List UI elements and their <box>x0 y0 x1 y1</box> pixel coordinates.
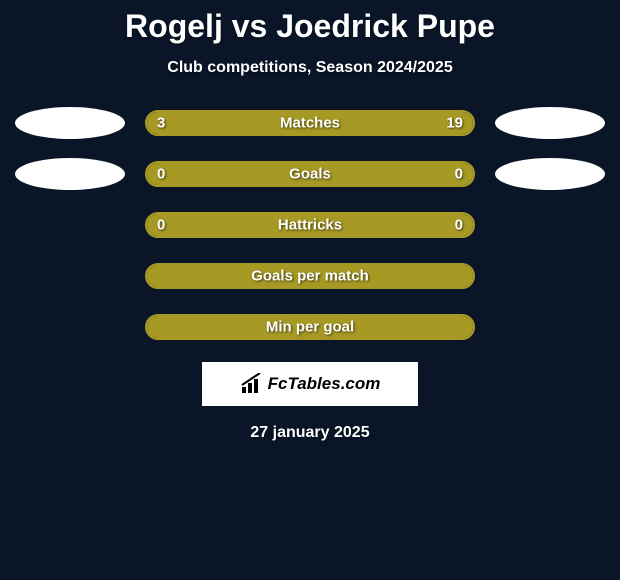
logo-text: FcTables.com <box>268 374 381 394</box>
stat-row: Goals per match <box>0 260 620 292</box>
stat-row: 3 19 Matches <box>0 107 620 139</box>
page-title: Rogelj vs Joedrick Pupe <box>0 0 620 45</box>
stat-value-left: 0 <box>157 166 165 183</box>
chart-icon <box>240 373 264 395</box>
stat-label: Goals <box>289 166 331 183</box>
stat-value-right: 0 <box>455 166 463 183</box>
date-label: 27 january 2025 <box>0 424 620 442</box>
logo-box: FcTables.com <box>202 362 418 406</box>
player-right-avatar <box>495 158 605 190</box>
stat-value-left: 3 <box>157 115 165 132</box>
player-right-avatar <box>495 107 605 139</box>
stat-value-right: 19 <box>446 115 463 132</box>
stat-value-right: 0 <box>455 217 463 234</box>
player-left-avatar <box>15 107 125 139</box>
stat-bar: Min per goal <box>145 314 475 340</box>
stat-label: Min per goal <box>266 319 354 336</box>
stat-bar: 3 19 Matches <box>145 110 475 136</box>
subtitle: Club competitions, Season 2024/2025 <box>0 59 620 77</box>
stat-label: Matches <box>280 115 340 132</box>
comparison-bars: 3 19 Matches 0 0 Goals 0 0 Hattricks Goals per ma… <box>0 107 620 343</box>
stat-label: Hattricks <box>278 217 342 234</box>
stat-row: 0 0 Hattricks <box>0 209 620 241</box>
stat-bar: Goals per match <box>145 263 475 289</box>
player-left-avatar <box>15 158 125 190</box>
stat-value-left: 0 <box>157 217 165 234</box>
stat-bar: 0 0 Hattricks <box>145 212 475 238</box>
stat-row: Min per goal <box>0 311 620 343</box>
stat-bar: 0 0 Goals <box>145 161 475 187</box>
stat-label: Goals per match <box>251 268 369 285</box>
stat-row: 0 0 Goals <box>0 158 620 190</box>
